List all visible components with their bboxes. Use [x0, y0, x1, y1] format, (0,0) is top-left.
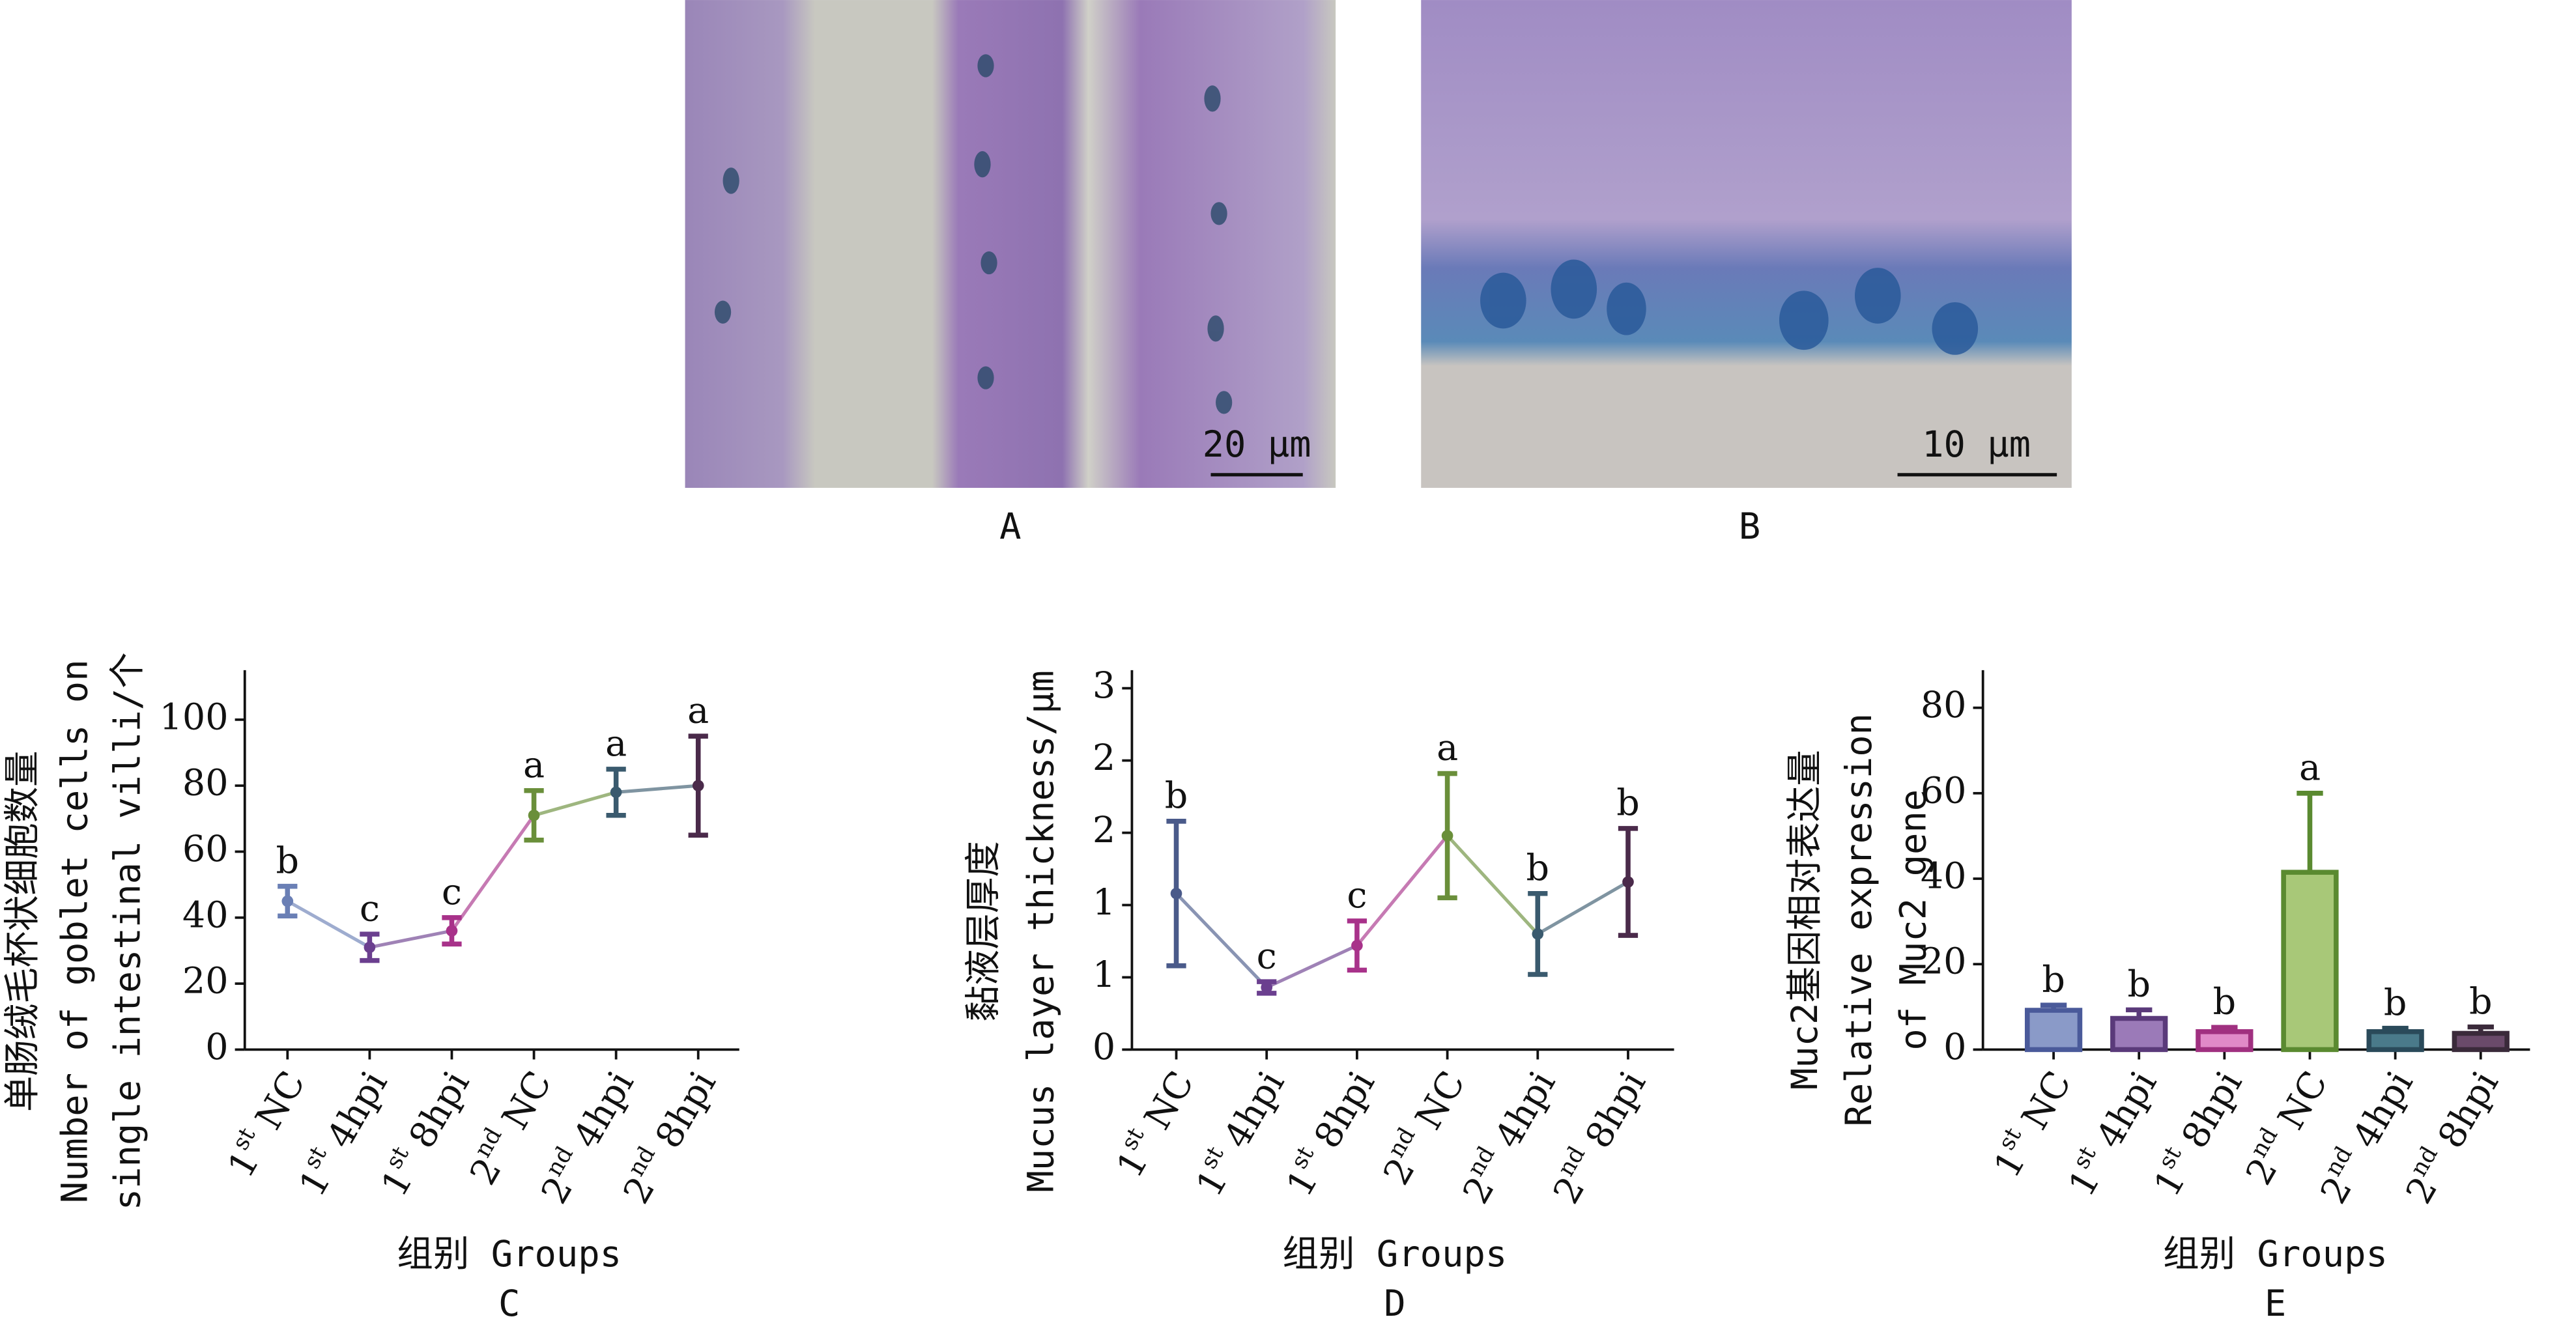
bar	[2452, 1030, 2510, 1053]
line-segment	[616, 784, 698, 794]
x-tick-label: 1st 8hpi	[1274, 1062, 1383, 1203]
x-tick-label: 1st 4hpi	[1184, 1062, 1293, 1203]
line-segment	[450, 814, 536, 932]
y-axis-label: 黏液层厚度	[963, 841, 1005, 1021]
y-tick-label: 60	[182, 829, 229, 870]
data-point	[1351, 939, 1363, 952]
y-tick-label: 1	[1093, 882, 1115, 924]
y-axis-label: Number of goblet cells on	[55, 659, 96, 1203]
significance-label: c	[442, 872, 462, 913]
line-segment	[1175, 892, 1268, 989]
panel-label: B	[1739, 506, 1760, 548]
line-segment	[1446, 834, 1539, 935]
significance-label: b	[2384, 982, 2407, 1024]
line-segment	[1355, 834, 1449, 947]
line-segment	[287, 900, 371, 949]
x-tick-label: 2nd NC	[1371, 1062, 1474, 1192]
significance-label: b	[1165, 775, 1188, 817]
significance-label: b	[2127, 964, 2151, 1006]
y-tick-label: 2	[1093, 810, 1115, 851]
y-tick-label: 0	[1943, 1027, 1966, 1068]
panel-label: A	[999, 506, 1021, 548]
y-tick-label: 80	[182, 763, 229, 804]
micrograph-image	[1421, 0, 2072, 488]
data-point	[1622, 876, 1634, 888]
y-axis-label: of Muc2 gene	[1893, 789, 1934, 1051]
micrograph-b: 10 μm B	[1421, 0, 2072, 548]
x-axis-label: 组别 Groups	[397, 1234, 622, 1275]
significance-label: b	[1526, 847, 1550, 889]
x-tick-label: 1st NC	[216, 1062, 313, 1184]
data-point	[610, 786, 622, 799]
bar	[2196, 1029, 2254, 1053]
line-segment	[1266, 944, 1358, 989]
y-tick-label: 2	[1093, 737, 1115, 779]
scale-bar-label: 20 μm	[1203, 424, 1311, 466]
significance-label: a	[523, 745, 545, 786]
cell-decoration	[714, 54, 1233, 414]
significance-label: c	[1257, 935, 1277, 977]
significance-label: a	[605, 723, 627, 765]
significance-label: c	[1347, 875, 1367, 916]
x-tick-label: 2nd NC	[2234, 1062, 2336, 1192]
data-point	[1532, 928, 1544, 940]
line-segment	[369, 929, 452, 949]
micrograph-image	[685, 0, 1336, 488]
bar	[2281, 870, 2339, 1053]
data-point	[1261, 982, 1273, 993]
y-tick-label: 60	[1921, 770, 1967, 812]
y-axis-label: single intestinal villi/个	[107, 652, 149, 1210]
cell-decoration	[1480, 259, 1979, 355]
y-tick-label: 0	[1093, 1027, 1115, 1068]
y-tick-label: 3	[1093, 665, 1115, 707]
x-tick-label: 1st NC	[1104, 1062, 1202, 1184]
data-point	[1441, 830, 1453, 842]
x-tick-label: 1st NC	[1982, 1062, 2080, 1184]
data-point	[1170, 887, 1182, 900]
y-axis-label: Relative expression	[1839, 713, 1880, 1127]
data-point	[364, 941, 376, 954]
y-tick-label: 20	[1921, 941, 1967, 983]
y-tick-label: 20	[182, 961, 229, 1002]
bar	[2024, 1008, 2083, 1053]
panel-label: C	[498, 1283, 520, 1319]
y-axis-label: Mucus layer thickness/μm	[1020, 670, 1062, 1192]
y-axis-label: 单肠绒毛杯状细胞数量	[2, 750, 44, 1112]
micrograph-a: 20 μm A	[685, 0, 1336, 548]
y-tick-label: 100	[160, 696, 229, 738]
significance-label: a	[2299, 747, 2321, 789]
x-axis-label: 组别 Groups	[1283, 1234, 1508, 1275]
significance-label: b	[2213, 981, 2237, 1023]
data-point	[446, 925, 458, 937]
data-point	[528, 809, 540, 821]
x-axis-label: 组别 Groups	[2163, 1234, 2388, 1275]
bar	[2366, 1029, 2424, 1053]
y-tick-label: 1	[1093, 954, 1115, 996]
y-tick-label: 80	[1921, 685, 1967, 726]
scale-bar-label: 10 μm	[1922, 424, 2031, 466]
line-segment	[1537, 880, 1629, 936]
data-point	[281, 895, 294, 907]
y-axis-label: Muc2基因相对表达量	[1784, 750, 1826, 1090]
y-tick-label: 40	[1921, 856, 1967, 898]
y-tick-label: 40	[182, 894, 229, 936]
significance-label: a	[1437, 728, 1458, 769]
significance-label: b	[1616, 782, 1640, 824]
significance-label: b	[276, 840, 300, 882]
data-point	[692, 780, 704, 792]
line-segment	[533, 790, 617, 817]
significance-label: a	[687, 690, 709, 731]
significance-label: c	[360, 888, 380, 929]
panel-label: D	[1384, 1283, 1405, 1319]
panel-label: E	[2265, 1283, 2286, 1319]
y-tick-label: 0	[205, 1027, 228, 1068]
significance-label: b	[2469, 981, 2493, 1023]
bar	[2110, 1015, 2168, 1053]
significance-label: b	[2042, 959, 2065, 1000]
